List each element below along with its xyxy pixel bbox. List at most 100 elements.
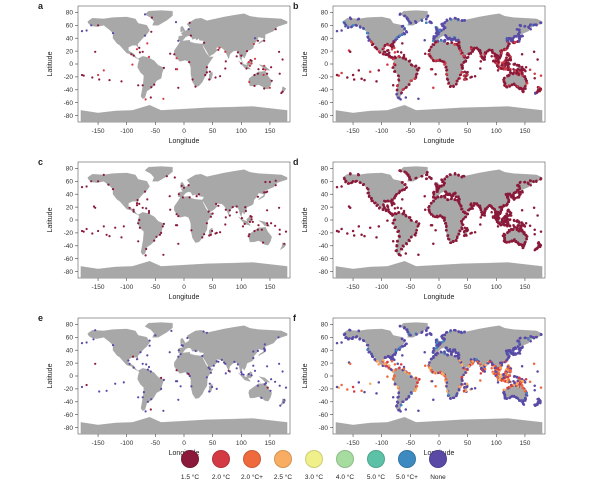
data-point [524,221,528,225]
data-point [160,387,163,390]
data-point [399,51,403,54]
data-point [447,238,451,241]
data-point [467,53,471,56]
data-point [357,69,361,72]
data-point [440,194,443,198]
data-point [236,363,239,366]
data-point [175,369,178,372]
y-tick-label: 80 [66,166,74,173]
data-point [436,185,439,189]
panel-letter: b [293,1,299,11]
data-point [256,384,259,387]
x-axis-label: Longitude [169,294,200,301]
data-point [415,229,418,232]
y-tick-label: 20 [321,204,329,211]
x-tick-label: -100 [375,128,388,135]
data-point [242,373,245,376]
data-point [393,358,396,362]
data-point [160,376,163,379]
y-tick-label: 20 [66,204,74,211]
data-point [400,337,404,341]
data-point [455,42,459,46]
data-point [154,334,157,337]
data-point [207,366,210,369]
data-point [461,218,465,221]
data-point [262,241,265,244]
data-point [266,190,269,193]
data-point [274,224,277,227]
data-point [383,44,387,47]
data-point [390,47,394,51]
data-point [453,348,456,352]
data-point [539,21,543,25]
y-tick-label: 40 [66,35,74,42]
legend-label: 2.0 °C+ [241,474,263,481]
data-point [376,359,379,363]
data-point [233,360,236,363]
data-point [278,384,281,387]
data-point [539,230,543,233]
data-point [514,240,518,243]
data-point [409,63,413,67]
y-tick-label: 0 [69,373,73,380]
x-tick-label: -100 [120,128,133,135]
panel-letter: f [293,313,296,323]
data-point [510,239,513,243]
data-point [137,222,140,225]
data-point [382,47,386,50]
data-point [473,230,477,234]
data-point [370,43,374,47]
data-point [434,353,437,356]
data-point [235,367,238,370]
y-tick-label: 40 [321,35,329,42]
data-point [211,229,214,233]
data-point [457,357,460,360]
data-point [483,211,486,215]
data-point [539,386,543,389]
data-point [346,76,349,79]
data-point [351,180,355,183]
data-point [491,207,494,210]
data-point [162,409,165,412]
data-point [402,365,406,369]
data-point [215,202,218,205]
y-tick-label: -60 [64,412,74,419]
data-point [266,222,269,225]
data-point [366,191,369,195]
data-point [362,26,365,30]
data-point [504,368,508,371]
data-point [366,31,369,35]
legend-item: 1.5 °C [170,450,210,481]
data-point [394,38,397,42]
data-point [450,352,453,356]
data-point [348,362,352,366]
data-point [460,383,463,386]
data-point [147,211,151,214]
y-tick-label: 60 [321,23,329,30]
data-point [430,223,434,227]
landmass-antarctica [335,417,543,435]
data-point [169,208,172,211]
data-point [407,394,411,398]
data-point [356,173,360,176]
data-point [443,21,446,24]
data-point [111,32,115,35]
data-point [503,394,507,398]
data-point [404,213,407,217]
data-point [187,184,190,187]
data-point [432,190,436,194]
data-point [500,67,503,70]
data-point [127,359,130,362]
data-point [248,220,251,223]
data-point [415,220,418,223]
data-point [443,350,446,353]
data-point [102,69,105,72]
data-point [503,388,506,392]
y-tick-label: 60 [321,179,329,186]
y-tick-label: 80 [321,10,329,17]
data-point [203,41,206,44]
data-point [194,349,197,352]
data-point [201,236,204,239]
data-point [434,385,437,388]
data-point [252,350,255,353]
